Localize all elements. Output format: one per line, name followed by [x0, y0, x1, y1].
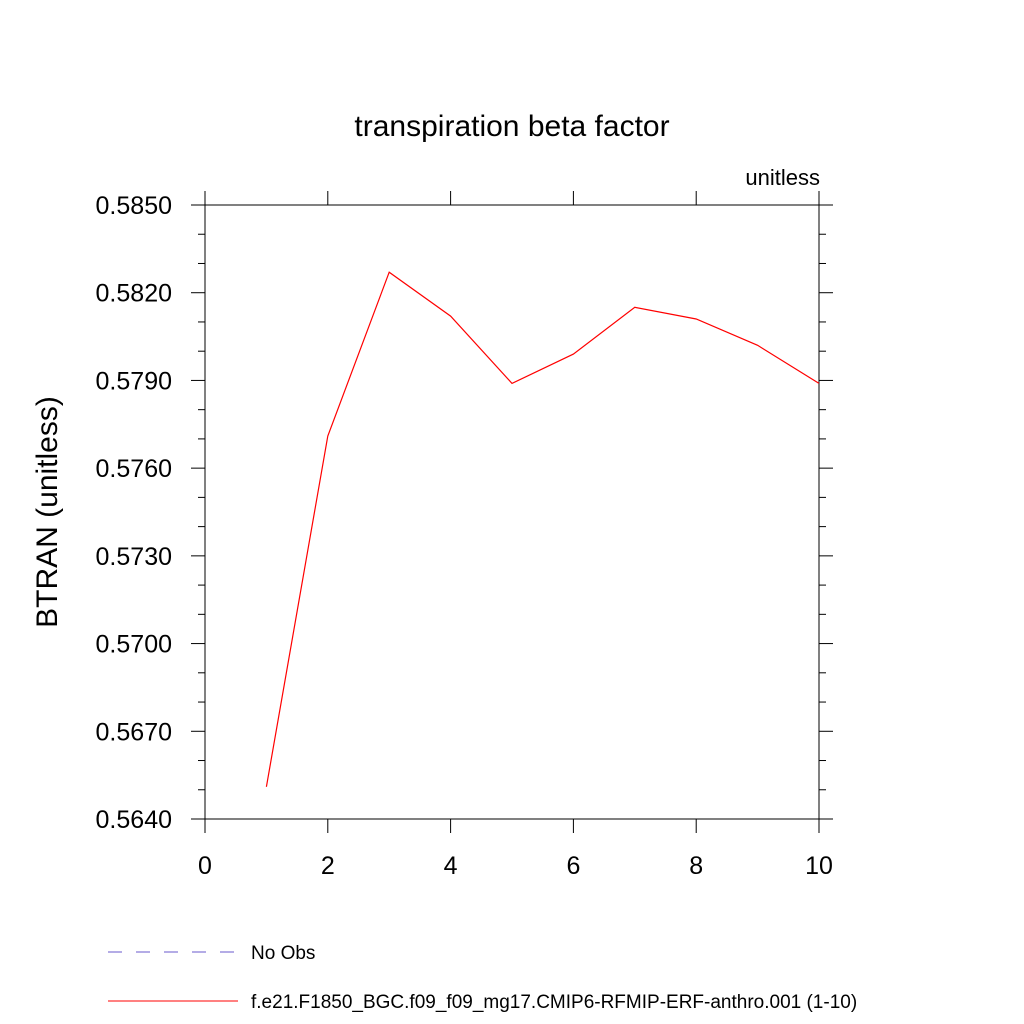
y-tick-label: 0.5640 — [96, 806, 172, 834]
x-tick-label: 4 — [444, 852, 458, 880]
x-tick-label: 6 — [566, 852, 580, 880]
y-tick-label: 0.5700 — [96, 631, 172, 659]
axis-ticks — [191, 191, 833, 833]
y-tick-label: 0.5760 — [96, 455, 172, 483]
chart-title: transpiration beta factor — [354, 110, 669, 143]
units-label: unitless — [745, 165, 820, 190]
x-tick-label: 10 — [805, 852, 833, 880]
y-tick-label: 0.5790 — [96, 367, 172, 395]
y-axis-label: BTRAN (unitless) — [31, 396, 64, 628]
y-tick-label: 0.5730 — [96, 543, 172, 571]
x-tick-label: 0 — [198, 852, 212, 880]
plot-frame — [204, 204, 820, 820]
y-tick-label: 0.5820 — [96, 280, 172, 308]
tick-labels: 0 2 4 6 8 10 0.5640 0.5670 0.5700 0.5730 0.5760 0.5… — [96, 192, 833, 880]
legend-label: f.e21.F1850_BGC.f09_f09_mg17.CMIP6-RFMIP… — [251, 992, 857, 1013]
y-tick-label: 0.5850 — [96, 192, 172, 220]
x-tick-label: 2 — [321, 852, 335, 880]
series-line — [265, 271, 820, 787]
y-tick-label: 0.5670 — [96, 718, 172, 746]
series-layer — [265, 271, 820, 787]
x-tick-label: 8 — [689, 852, 703, 880]
legend: No Obs f.e21.F1850_BGC.f09_f09_mg17.CMIP6… — [108, 943, 857, 1013]
legend-label: No Obs — [251, 943, 315, 964]
